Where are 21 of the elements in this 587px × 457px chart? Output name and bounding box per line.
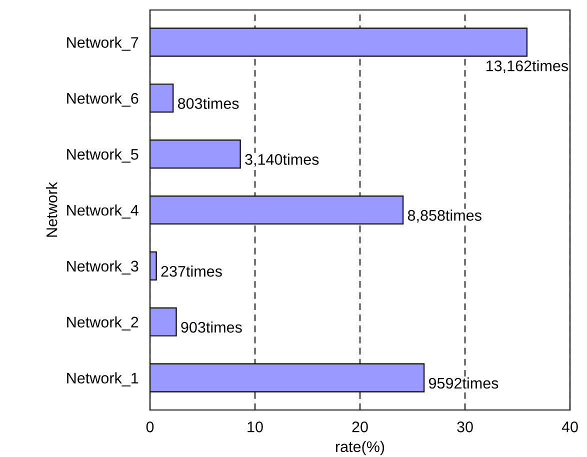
annotation: 803times — [178, 98, 239, 109]
y-tick-label: Network_6 — [67, 92, 138, 107]
annotation: 237times — [161, 266, 222, 277]
annotation: 3,140times — [245, 154, 319, 167]
annotation: 13,162times — [486, 60, 568, 74]
annotation: 9592times — [428, 377, 498, 389]
x-tick-label: 20 — [352, 422, 368, 432]
y-tick-label: Network_2 — [67, 316, 138, 330]
x-axis-title: rate(%) — [336, 440, 384, 456]
y-tick-label: Network_5 — [67, 148, 138, 163]
x-tick-label: 40 — [562, 422, 578, 432]
y-tick-label: Network_3 — [67, 260, 138, 275]
x-tick-label: 30 — [457, 422, 473, 432]
y-axis-title: Network — [46, 182, 58, 237]
x-tick-label: 10 — [248, 422, 263, 432]
y-tick-label: Network_7 — [67, 36, 138, 51]
y-tick-label: Network_4 — [67, 204, 138, 219]
annotation: 8,858times — [408, 210, 482, 223]
annotation: 903times — [181, 321, 242, 333]
x-tick-label: 0 — [146, 422, 154, 432]
y-tick-label: Network_1 — [67, 372, 138, 386]
